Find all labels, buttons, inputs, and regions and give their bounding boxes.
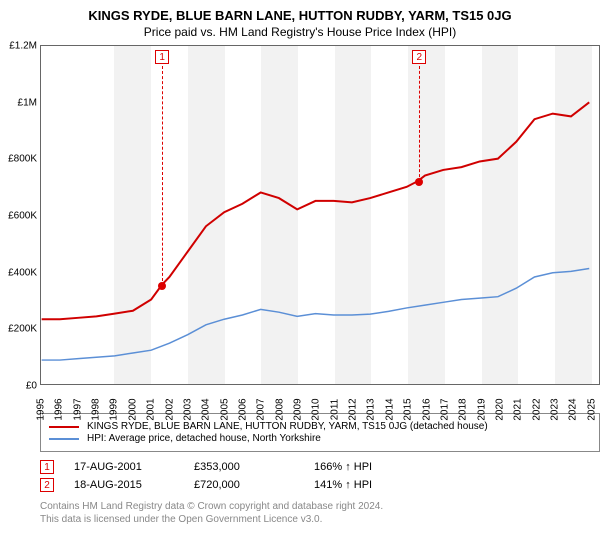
x-axis-label: 2015 <box>403 398 414 420</box>
marker-box: 2 <box>412 50 426 64</box>
sales-row: 1 17-AUG-2001 £353,000 166% ↑ HPI <box>40 460 590 474</box>
marker-line <box>419 66 420 182</box>
legend-row: HPI: Average price, detached house, Nort… <box>49 433 591 444</box>
legend-label: HPI: Average price, detached house, Nort… <box>87 433 321 444</box>
series-line-price_paid <box>42 102 590 319</box>
chart-title: KINGS RYDE, BLUE BARN LANE, HUTTON RUDBY… <box>10 8 590 23</box>
sale-date: 18-AUG-2015 <box>74 479 194 491</box>
x-axis-label: 2004 <box>201 398 212 420</box>
y-axis-label: £0 <box>26 381 37 392</box>
y-axis-label: £200K <box>8 324 37 335</box>
x-axis-label: 1998 <box>91 398 102 420</box>
y-axis-label: £600K <box>8 211 37 222</box>
plot-area: £0£200K£400K£600K£800K£1M£1.2M1995199619… <box>40 45 600 385</box>
x-axis-label: 2014 <box>384 398 395 420</box>
x-axis-label: 2012 <box>348 398 359 420</box>
footer: Contains HM Land Registry data © Crown c… <box>40 500 590 526</box>
chart-container: KINGS RYDE, BLUE BARN LANE, HUTTON RUDBY… <box>0 0 600 560</box>
x-axis-label: 2006 <box>237 398 248 420</box>
x-axis-label: 2005 <box>219 398 230 420</box>
chart-subtitle: Price paid vs. HM Land Registry's House … <box>10 25 590 39</box>
marker-box: 1 <box>155 50 169 64</box>
sale-price: £353,000 <box>194 461 314 473</box>
x-axis-label: 2001 <box>146 398 157 420</box>
chart-svg <box>41 46 599 384</box>
y-axis-label: £400K <box>8 267 37 278</box>
legend-row: KINGS RYDE, BLUE BARN LANE, HUTTON RUDBY… <box>49 421 591 432</box>
series-line-hpi <box>42 269 590 361</box>
x-axis-label: 2002 <box>164 398 175 420</box>
sale-point-icon <box>415 178 423 186</box>
sales-row: 2 18-AUG-2015 £720,000 141% ↑ HPI <box>40 478 590 492</box>
y-axis-label: £800K <box>8 154 37 165</box>
sale-marker-icon: 1 <box>40 460 54 474</box>
x-axis-label: 1999 <box>109 398 120 420</box>
legend-label: KINGS RYDE, BLUE BARN LANE, HUTTON RUDBY… <box>87 421 488 432</box>
x-axis-label: 2020 <box>495 398 506 420</box>
x-axis-label: 2021 <box>513 398 524 420</box>
y-axis-label: £1M <box>18 97 37 108</box>
sale-delta: 141% ↑ HPI <box>314 479 434 491</box>
sale-point-icon <box>158 282 166 290</box>
x-axis-label: 2011 <box>329 399 340 421</box>
x-axis-label: 2013 <box>366 398 377 420</box>
y-axis-label: £1.2M <box>9 41 37 52</box>
x-axis-label: 1996 <box>54 398 65 420</box>
x-axis-label: 2000 <box>127 398 138 420</box>
sales-table: 1 17-AUG-2001 £353,000 166% ↑ HPI 2 18-A… <box>40 460 590 492</box>
legend-swatch <box>49 438 79 440</box>
x-axis-label: 2025 <box>586 398 597 420</box>
x-axis-label: 2007 <box>256 398 267 420</box>
x-axis-label: 2024 <box>568 398 579 420</box>
sale-marker-icon: 2 <box>40 478 54 492</box>
x-axis-label: 2018 <box>458 398 469 420</box>
marker-line <box>162 66 163 286</box>
sale-price: £720,000 <box>194 479 314 491</box>
x-axis-label: 2016 <box>421 398 432 420</box>
x-axis-label: 1997 <box>72 398 83 420</box>
x-axis-label: 2008 <box>274 398 285 420</box>
footer-line: Contains HM Land Registry data © Crown c… <box>40 500 590 513</box>
x-axis-label: 2022 <box>531 398 542 420</box>
x-axis-label: 2023 <box>550 398 561 420</box>
sale-delta: 166% ↑ HPI <box>314 461 434 473</box>
legend-swatch <box>49 426 79 428</box>
x-axis-label: 2010 <box>311 398 322 420</box>
x-axis-label: 2017 <box>439 398 450 420</box>
x-axis-label: 2019 <box>476 398 487 420</box>
x-axis-label: 2003 <box>182 398 193 420</box>
footer-line: This data is licensed under the Open Gov… <box>40 513 590 526</box>
sale-date: 17-AUG-2001 <box>74 461 194 473</box>
x-axis-label: 1995 <box>36 398 47 420</box>
x-axis-label: 2009 <box>293 398 304 420</box>
